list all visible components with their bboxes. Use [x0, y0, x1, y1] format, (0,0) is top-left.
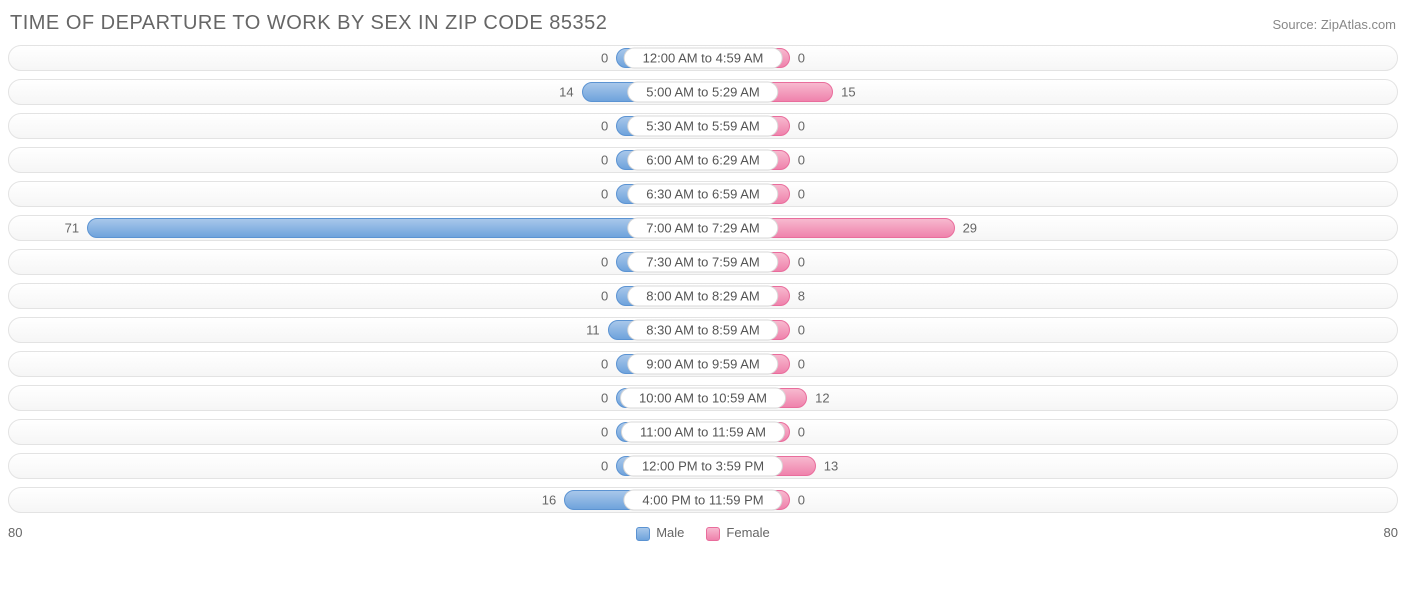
female-value: 0 [798, 425, 805, 440]
chart-row: 0 0 9:00 AM to 9:59 AM [8, 351, 1398, 377]
row-label: 10:00 AM to 10:59 AM [620, 388, 786, 409]
chart-row: 0 8 8:00 AM to 8:29 AM [8, 283, 1398, 309]
male-value: 0 [601, 391, 608, 406]
female-value: 13 [824, 459, 838, 474]
male-value: 0 [601, 187, 608, 202]
row-label: 6:30 AM to 6:59 AM [627, 184, 778, 205]
female-value: 0 [798, 119, 805, 134]
chart-row: 0 0 11:00 AM to 11:59 AM [8, 419, 1398, 445]
male-value: 16 [542, 493, 556, 508]
row-label: 12:00 PM to 3:59 PM [623, 456, 783, 477]
row-label: 4:00 PM to 11:59 PM [623, 490, 782, 511]
male-value: 71 [65, 221, 79, 236]
male-value: 0 [601, 51, 608, 66]
chart-row: 0 13 12:00 PM to 3:59 PM [8, 453, 1398, 479]
male-value: 0 [601, 289, 608, 304]
male-bar [87, 218, 703, 238]
chart-row: 0 12 10:00 AM to 10:59 AM [8, 385, 1398, 411]
row-label: 8:30 AM to 8:59 AM [627, 320, 778, 341]
chart-row: 0 0 12:00 AM to 4:59 AM [8, 45, 1398, 71]
female-value: 0 [798, 357, 805, 372]
legend-item-male: Male [636, 525, 684, 541]
legend-male-label: Male [656, 525, 684, 540]
row-label: 8:00 AM to 8:29 AM [627, 286, 778, 307]
female-value: 0 [798, 255, 805, 270]
chart-row: 11 0 8:30 AM to 8:59 AM [8, 317, 1398, 343]
female-value: 15 [841, 85, 855, 100]
chart-row: 0 0 7:30 AM to 7:59 AM [8, 249, 1398, 275]
chart-legend: Male Female [48, 525, 1358, 541]
row-label: 7:30 AM to 7:59 AM [627, 252, 778, 273]
row-label: 9:00 AM to 9:59 AM [627, 354, 778, 375]
male-value: 0 [601, 459, 608, 474]
chart-row: 0 0 6:00 AM to 6:29 AM [8, 147, 1398, 173]
female-value: 12 [815, 391, 829, 406]
male-value: 0 [601, 425, 608, 440]
male-value: 0 [601, 255, 608, 270]
diverging-bar-chart: 0 0 12:00 AM to 4:59 AM 14 15 5:00 AM to 5:29… [8, 45, 1398, 513]
male-value: 0 [601, 357, 608, 372]
male-value: 0 [601, 153, 608, 168]
row-label: 12:00 AM to 4:59 AM [624, 48, 783, 69]
female-value: 29 [963, 221, 977, 236]
female-value: 0 [798, 51, 805, 66]
chart-title: TIME OF DEPARTURE TO WORK BY SEX IN ZIP … [10, 12, 607, 35]
axis-max-right: 80 [1358, 525, 1398, 540]
legend-item-female: Female [706, 525, 769, 541]
chart-footer: 80 Male Female 80 [8, 521, 1398, 541]
female-value: 0 [798, 493, 805, 508]
row-label: 7:00 AM to 7:29 AM [627, 218, 778, 239]
chart-row: 0 0 6:30 AM to 6:59 AM [8, 181, 1398, 207]
chart-row: 14 15 5:00 AM to 5:29 AM [8, 79, 1398, 105]
chart-row: 71 29 7:00 AM to 7:29 AM [8, 215, 1398, 241]
chart-row: 0 0 5:30 AM to 5:59 AM [8, 113, 1398, 139]
row-label: 6:00 AM to 6:29 AM [627, 150, 778, 171]
male-value: 11 [586, 323, 600, 338]
chart-row: 16 0 4:00 PM to 11:59 PM [8, 487, 1398, 513]
chart-header: TIME OF DEPARTURE TO WORK BY SEX IN ZIP … [8, 8, 1398, 45]
male-value: 0 [601, 119, 608, 134]
male-value: 14 [559, 85, 573, 100]
female-value: 8 [798, 289, 805, 304]
row-label: 5:30 AM to 5:59 AM [627, 116, 778, 137]
chart-source: Source: ZipAtlas.com [1272, 17, 1396, 32]
female-value: 0 [798, 153, 805, 168]
female-value: 0 [798, 323, 805, 338]
axis-max-left: 80 [8, 525, 48, 540]
row-label: 11:00 AM to 11:59 AM [621, 422, 785, 443]
female-value: 0 [798, 187, 805, 202]
row-label: 5:00 AM to 5:29 AM [627, 82, 778, 103]
legend-female-label: Female [726, 525, 769, 540]
female-swatch-icon [706, 527, 720, 541]
male-swatch-icon [636, 527, 650, 541]
